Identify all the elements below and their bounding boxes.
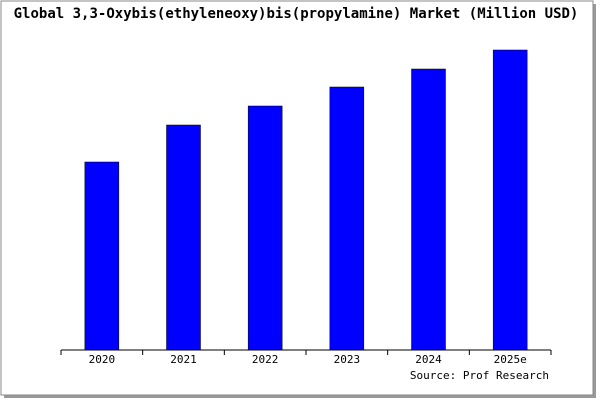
x-tick-label: 2024 <box>415 353 442 366</box>
bar <box>84 161 120 351</box>
bar <box>411 68 446 351</box>
x-tick-label: 2022 <box>252 353 279 366</box>
x-tick-label: 2023 <box>334 353 361 366</box>
bar <box>492 49 528 351</box>
x-tick-label: 2021 <box>170 353 197 366</box>
x-tick-label: 2020 <box>89 353 116 366</box>
x-tick-label: 2025e <box>494 353 527 366</box>
bar <box>166 124 201 351</box>
bar <box>329 86 365 351</box>
source-note: Source: Prof Research <box>410 369 549 382</box>
bar <box>247 105 283 351</box>
chart-title: Global 3,3-Oxybis(ethyleneoxy)bis(propyl… <box>14 6 579 22</box>
